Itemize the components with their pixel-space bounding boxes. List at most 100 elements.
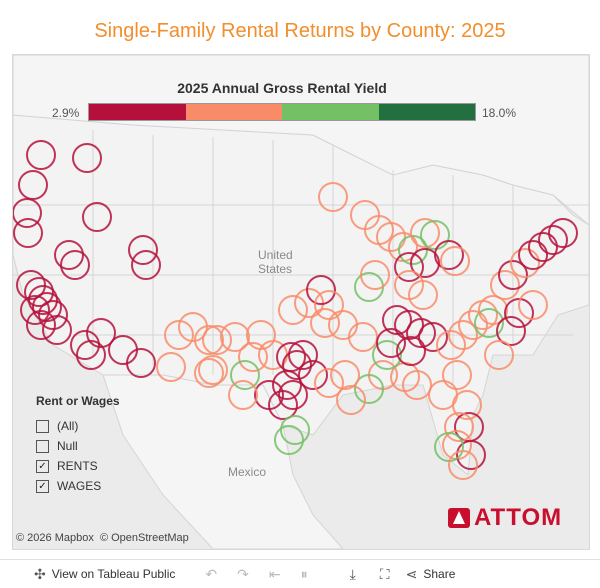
county-yield-circle[interactable] <box>456 440 486 470</box>
county-yield-circle[interactable] <box>194 325 224 355</box>
county-yield-circle[interactable] <box>246 320 276 350</box>
county-yield-circle[interactable] <box>26 140 56 170</box>
county-yield-circle[interactable] <box>54 240 84 270</box>
filter-option-wages[interactable]: ✓ WAGES <box>36 476 120 496</box>
undo-icon[interactable]: ↶ <box>205 565 218 582</box>
county-yield-circle[interactable] <box>198 355 228 385</box>
county-yield-circle[interactable] <box>474 308 504 338</box>
county-yield-circle[interactable] <box>314 368 344 398</box>
county-yield-circle[interactable] <box>26 310 56 340</box>
county-yield-circle[interactable] <box>372 340 402 370</box>
checkbox-checked[interactable]: ✓ <box>36 459 49 473</box>
county-yield-circle[interactable] <box>202 325 232 355</box>
county-yield-circle[interactable] <box>60 250 90 280</box>
county-yield-circle[interactable] <box>518 290 548 320</box>
county-yield-circle[interactable] <box>278 380 308 410</box>
county-yield-circle[interactable] <box>298 360 328 390</box>
county-yield-circle[interactable] <box>348 322 378 352</box>
county-yield-circle[interactable] <box>314 290 344 320</box>
county-yield-circle[interactable] <box>310 308 340 338</box>
view-on-tableau-button[interactable]: ✣ View on Tableau Public <box>34 566 175 583</box>
county-yield-circle[interactable] <box>518 240 548 270</box>
county-yield-circle[interactable] <box>228 380 258 410</box>
county-yield-circle[interactable] <box>20 295 50 325</box>
county-yield-circle[interactable] <box>131 250 161 280</box>
mapbox-attribution[interactable]: © 2026 Mapbox <box>16 532 94 544</box>
county-yield-circle[interactable] <box>28 285 58 315</box>
county-yield-circle[interactable] <box>70 330 100 360</box>
county-yield-circle[interactable] <box>108 335 138 365</box>
county-yield-circle[interactable] <box>402 370 432 400</box>
county-yield-circle[interactable] <box>478 295 508 325</box>
county-yield-circle[interactable] <box>448 320 478 350</box>
county-yield-circle[interactable] <box>444 412 474 442</box>
county-yield-circle[interactable] <box>354 374 384 404</box>
county-yield-circle[interactable] <box>230 360 260 390</box>
county-yield-circle[interactable] <box>76 340 106 370</box>
county-yield-circle[interactable] <box>254 380 284 410</box>
county-yield-circle[interactable] <box>328 310 358 340</box>
county-yield-circle[interactable] <box>72 143 102 173</box>
county-yield-circle[interactable] <box>13 198 42 228</box>
county-yield-circle[interactable] <box>274 425 304 455</box>
share-button[interactable]: ⋖ Share <box>406 566 456 583</box>
county-yield-circle[interactable] <box>330 360 360 390</box>
county-yield-circle[interactable] <box>38 300 68 330</box>
county-yield-circle[interactable] <box>318 182 348 212</box>
county-yield-circle[interactable] <box>490 270 520 300</box>
county-yield-circle[interactable] <box>434 240 464 270</box>
filter-option-all[interactable]: (All) <box>36 416 120 436</box>
county-yield-circle[interactable] <box>548 218 578 248</box>
yield-circles[interactable] <box>13 55 589 549</box>
county-yield-circle[interactable] <box>394 252 424 282</box>
revert-icon[interactable]: ⇤ <box>268 565 281 582</box>
filter-option-null[interactable]: Null <box>36 436 120 456</box>
download-icon[interactable]: ⤓ <box>349 565 356 582</box>
county-yield-circle[interactable] <box>86 318 116 348</box>
map[interactable] <box>12 54 590 550</box>
county-yield-circle[interactable] <box>376 328 406 358</box>
county-yield-circle[interactable] <box>306 275 336 305</box>
pause-icon[interactable]: ⏸ <box>300 565 308 582</box>
county-yield-circle[interactable] <box>538 225 568 255</box>
county-yield-circle[interactable] <box>418 322 448 352</box>
county-yield-circle[interactable] <box>448 450 478 480</box>
county-yield-circle[interactable] <box>16 270 46 300</box>
county-yield-circle[interactable] <box>18 170 48 200</box>
county-yield-circle[interactable] <box>396 336 426 366</box>
county-yield-circle[interactable] <box>510 248 540 278</box>
county-yield-circle[interactable] <box>194 358 224 388</box>
filter-option-rents[interactable]: ✓ RENTS <box>36 456 120 476</box>
county-yield-circle[interactable] <box>410 218 440 248</box>
county-yield-circle[interactable] <box>288 340 318 370</box>
county-yield-circle[interactable] <box>498 260 528 290</box>
county-yield-circle[interactable] <box>420 220 450 250</box>
county-yield-circle[interactable] <box>220 322 250 352</box>
county-yield-circle[interactable] <box>278 295 308 325</box>
county-yield-circle[interactable] <box>82 202 112 232</box>
county-yield-circle[interactable] <box>452 390 482 420</box>
redo-icon[interactable]: ↷ <box>237 565 249 582</box>
county-yield-circle[interactable] <box>164 320 194 350</box>
checkbox[interactable] <box>36 419 49 433</box>
county-yield-circle[interactable] <box>436 330 466 360</box>
county-yield-circle[interactable] <box>376 222 406 252</box>
county-yield-circle[interactable] <box>440 246 470 276</box>
county-yield-circle[interactable] <box>156 352 186 382</box>
osm-attribution[interactable]: © OpenStreetMap <box>99 532 189 544</box>
county-yield-circle[interactable] <box>360 260 390 290</box>
county-yield-circle[interactable] <box>406 318 436 348</box>
fullscreen-icon[interactable]: ⛶ <box>379 565 390 582</box>
county-yield-circle[interactable] <box>282 350 312 380</box>
county-yield-circle[interactable] <box>126 348 156 378</box>
county-yield-circle[interactable] <box>24 277 54 307</box>
county-yield-circle[interactable] <box>272 370 302 400</box>
county-yield-circle[interactable] <box>442 360 472 390</box>
county-yield-circle[interactable] <box>410 248 440 278</box>
county-yield-circle[interactable] <box>528 232 558 262</box>
county-yield-circle[interactable] <box>42 315 72 345</box>
county-yield-circle[interactable] <box>128 235 158 265</box>
county-yield-circle[interactable] <box>280 415 310 445</box>
county-yield-circle[interactable] <box>13 218 43 248</box>
county-yield-circle[interactable] <box>336 385 366 415</box>
